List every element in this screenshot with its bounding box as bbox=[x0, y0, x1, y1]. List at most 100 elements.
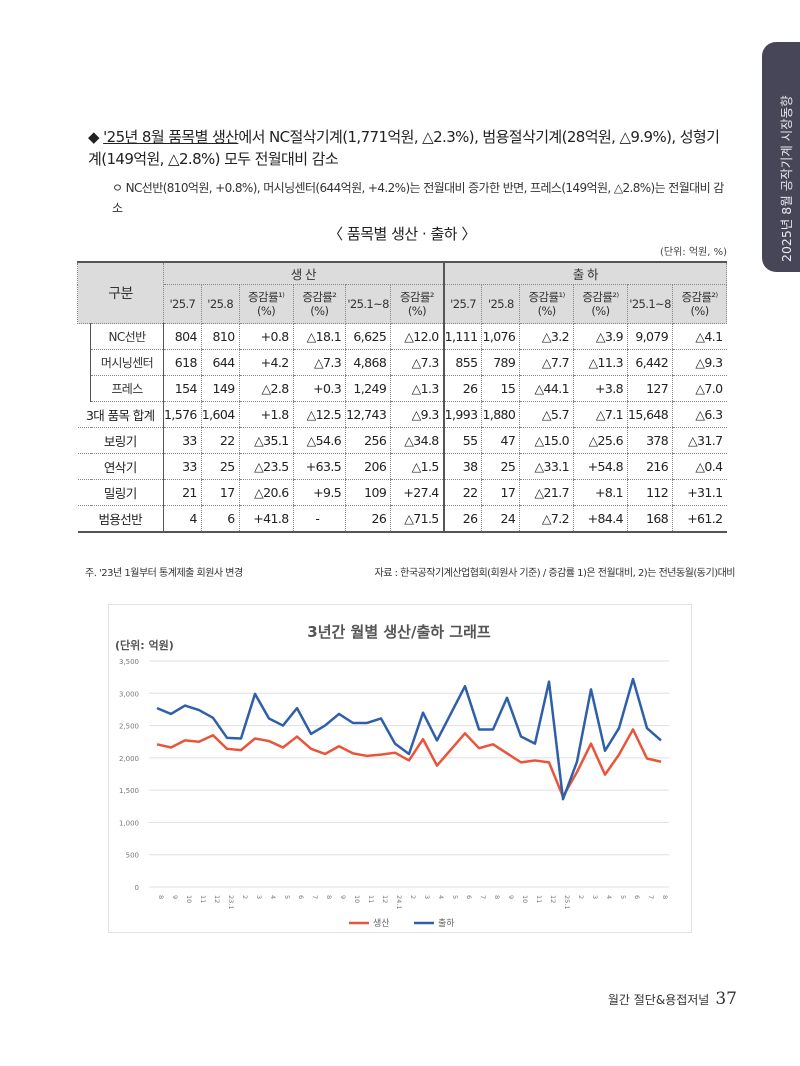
table-cell: +9.5 bbox=[292, 479, 346, 506]
x-tick-label: 25.1 bbox=[563, 895, 571, 909]
x-tick-label: 11 bbox=[199, 895, 207, 903]
column-header: 증감률²⁾ (%) bbox=[572, 284, 628, 324]
table-cell: △2.8 bbox=[238, 375, 294, 402]
table-row: 3대 품목 합계 1,576 1,604 +1.8 △12.5 12,743 △9.3 1,9… bbox=[77, 401, 727, 428]
indent-cell bbox=[78, 324, 91, 350]
table-cell: △7.7 bbox=[519, 349, 574, 376]
table-caption: 〈 품목별 생산 · 출하 〉 bbox=[328, 225, 476, 243]
table-cell: △12.5 bbox=[292, 401, 346, 428]
table-cell: 644 bbox=[200, 349, 240, 376]
table-cell: △54.6 bbox=[292, 427, 346, 454]
group-header-production: 생 산 bbox=[162, 261, 445, 285]
table-cell: 22 bbox=[200, 427, 240, 454]
table-cell: △18.1 bbox=[292, 323, 346, 350]
x-tick-label: 9 bbox=[339, 895, 347, 899]
table-cell: △15.0 bbox=[519, 427, 574, 454]
table-cell: 4,868 bbox=[345, 349, 391, 376]
series-line-shipment bbox=[156, 677, 662, 801]
table-cell: 12,743 bbox=[345, 401, 391, 428]
table-cell: 6,442 bbox=[626, 349, 673, 376]
row-label: 3대 품목 합계 bbox=[77, 401, 164, 428]
table-cell: △23.5 bbox=[238, 453, 294, 480]
table-cell: 55 bbox=[442, 427, 482, 454]
y-tick-label: 2,500 bbox=[119, 723, 139, 731]
table-row: 프레스 154 149 △2.8 +0.3 1,249 △1.3 26 15 △44.1 +3.8 1… bbox=[78, 375, 727, 402]
x-tick-label: 6 bbox=[297, 895, 305, 899]
x-tick-label: 6 bbox=[633, 895, 641, 899]
x-tick-label: 9 bbox=[507, 895, 515, 899]
table-cell: 1,576 bbox=[163, 401, 202, 428]
legend-label: 출하 bbox=[438, 918, 455, 929]
x-tick-label: 8 bbox=[325, 895, 333, 899]
table-cell: △4.1 bbox=[672, 323, 727, 350]
x-tick-label: 12 bbox=[381, 895, 389, 903]
y-tick-label: 3,500 bbox=[119, 658, 139, 666]
table-cell: 1,076 bbox=[481, 323, 520, 350]
legend-label: 생산 bbox=[373, 918, 390, 929]
x-tick-label: 5 bbox=[283, 895, 291, 899]
x-tick-label: 8 bbox=[493, 895, 501, 899]
y-tick-label: 0 bbox=[135, 884, 139, 892]
x-tick-label: 7 bbox=[647, 895, 655, 899]
x-tick-label: 6 bbox=[465, 895, 473, 899]
table-cell: 1,111 bbox=[442, 323, 482, 350]
table-cell: 6 bbox=[200, 505, 240, 533]
table-cell: △11.3 bbox=[572, 349, 628, 376]
table-cell: 618 bbox=[163, 349, 202, 376]
table-cell: 168 bbox=[626, 505, 673, 533]
table-cell: +0.8 bbox=[238, 323, 294, 350]
table-cell: △7.3 bbox=[390, 349, 444, 376]
table-row: 머시닝센터 618 644 +4.2 △7.3 4,868 △7.3 855 789 △7.7 △1… bbox=[78, 349, 727, 376]
column-header: 증감률¹⁾ (%) bbox=[238, 284, 294, 324]
x-tick-label: 10 bbox=[185, 895, 193, 903]
table-cell: 26 bbox=[442, 505, 482, 533]
table-cell: △71.5 bbox=[390, 505, 444, 533]
table-cell: 206 bbox=[345, 453, 391, 480]
y-tick-label: 1,000 bbox=[119, 819, 139, 827]
x-tick-label: 23.1 bbox=[227, 895, 235, 909]
table-cell: 17 bbox=[200, 479, 240, 506]
table-cell: △34.8 bbox=[390, 427, 444, 454]
table-cell: △25.6 bbox=[572, 427, 628, 454]
section-side-tab: 2025년 8월 공작기계 시장동향 bbox=[762, 42, 800, 272]
table-cell: 1,880 bbox=[481, 401, 520, 428]
table-row: 밀링기 21 17 △20.6 +9.5 109 +27.4 22 17 △21.7 +8.1 112… bbox=[77, 479, 727, 506]
indent-cell bbox=[78, 376, 91, 402]
table-cell: 24 bbox=[481, 505, 520, 533]
table-cell: 33 bbox=[163, 453, 202, 480]
table-cell: △6.3 bbox=[672, 401, 727, 428]
table-cell: 25 bbox=[200, 453, 240, 480]
page-footer: 월간 절단&용접저널 37 bbox=[77, 989, 737, 1009]
table-cell: △21.7 bbox=[519, 479, 574, 506]
table-cell: +8.1 bbox=[572, 479, 628, 506]
column-header: 증감률² (%) bbox=[390, 284, 445, 324]
table-cell: 9,079 bbox=[626, 323, 673, 350]
table-cell: 112 bbox=[626, 479, 673, 506]
diamond-bullet-icon: ◆ bbox=[88, 128, 100, 146]
table-cell: △33.1 bbox=[519, 453, 574, 480]
table-row: 보링기 33 22 △35.1 △54.6 256 △34.8 55 47 △15.0 △25.6 3… bbox=[77, 427, 727, 454]
table-cell: △5.7 bbox=[519, 401, 574, 428]
x-tick-label: 11 bbox=[535, 895, 543, 903]
table-unit: (단위: 억원, %) bbox=[659, 247, 727, 258]
x-tick-label: 4 bbox=[437, 895, 445, 899]
table-cell: 127 bbox=[626, 375, 673, 402]
table-cell: △31.7 bbox=[672, 427, 727, 454]
table-cell: 109 bbox=[345, 479, 391, 506]
production-shipment-table: 구분 생 산 출 하 '25.7'25.8 증감률¹⁾ (%) 증감률² (%) '2… bbox=[77, 261, 727, 533]
table-cell: +4.2 bbox=[238, 349, 294, 376]
column-header: 증감률¹⁾ (%) bbox=[519, 284, 574, 324]
table-cell: △7.0 bbox=[672, 375, 727, 402]
table-cell: 378 bbox=[626, 427, 673, 454]
x-tick-label: 3 bbox=[423, 895, 431, 899]
page-number: 37 bbox=[715, 989, 737, 1009]
table-cell: +31.1 bbox=[672, 479, 727, 506]
table-cell: 21 bbox=[163, 479, 202, 506]
table-cell: 810 bbox=[200, 323, 240, 350]
x-tick-label: 12 bbox=[549, 895, 557, 903]
table-cell: △9.3 bbox=[672, 349, 727, 376]
row-label: 머시닝센터 bbox=[90, 349, 164, 376]
x-tick-label: 4 bbox=[269, 895, 277, 899]
line-chart: 3년간 월별 생산/출하 그래프 (단위: 억원) 0 500 1,000 1,500 2,… bbox=[115, 623, 669, 929]
